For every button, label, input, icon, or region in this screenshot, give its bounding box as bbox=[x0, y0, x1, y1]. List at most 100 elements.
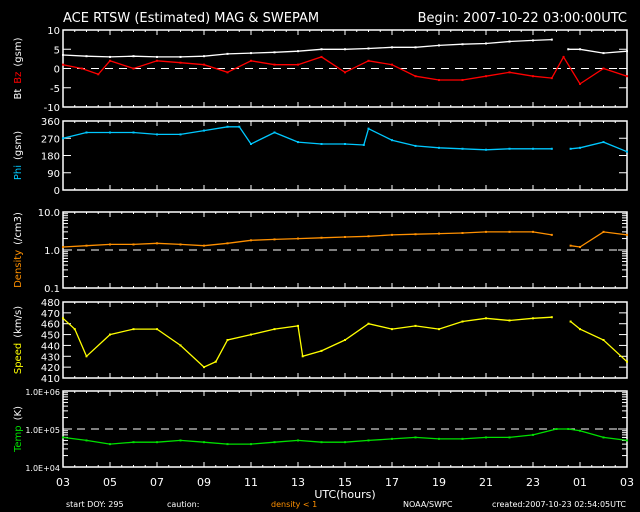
data-point-temp bbox=[579, 429, 581, 432]
y-tick-label: 5 bbox=[54, 45, 60, 56]
data-point-speed bbox=[579, 328, 581, 331]
data-point-temp bbox=[132, 441, 135, 444]
series-line-bz bbox=[62, 55, 628, 85]
x-tick-label: 19 bbox=[432, 476, 446, 489]
data-point-temp bbox=[297, 439, 299, 442]
data-point-temp bbox=[109, 443, 111, 446]
data-point-bt bbox=[414, 46, 417, 49]
data-point-speed bbox=[179, 344, 182, 347]
data-point-density bbox=[508, 230, 511, 233]
data-point-phi bbox=[626, 150, 628, 153]
data-point-phi bbox=[297, 141, 299, 144]
data-point-speed bbox=[85, 355, 88, 358]
data-point-density bbox=[550, 233, 553, 236]
data-point-phi bbox=[532, 147, 534, 150]
data-point-bt bbox=[391, 46, 393, 49]
data-point-phi bbox=[579, 146, 581, 149]
y-tick-label: 10.0 bbox=[38, 208, 60, 219]
data-point-phi bbox=[344, 143, 346, 145]
data-point-temp bbox=[532, 433, 534, 436]
org-label: NOAA/SWPC bbox=[403, 500, 453, 509]
y-tick-label: 1.0E+05 bbox=[25, 426, 60, 435]
data-point-speed bbox=[203, 366, 205, 369]
data-point-bz bbox=[156, 59, 158, 62]
y-tick-label: 270 bbox=[41, 134, 60, 145]
data-point-bz bbox=[367, 59, 370, 62]
chart-title: ACE RTSW (Estimated) MAG & SWEPAM bbox=[63, 11, 319, 26]
y-tick-label: 410 bbox=[41, 374, 60, 385]
density-caution: density < 1 bbox=[271, 500, 317, 509]
y-tick-label: 460 bbox=[41, 320, 60, 331]
data-point-density bbox=[438, 232, 440, 235]
y-tick-label: 480 bbox=[41, 298, 60, 309]
panel-temp: 1.0E+06 1.0E+05 1.0E+04 Temp (K) bbox=[13, 388, 628, 473]
y-tick-label: 420 bbox=[41, 363, 60, 374]
y-label-part: Bz bbox=[13, 72, 24, 84]
data-point-temp bbox=[320, 441, 323, 444]
y-tick-label: -5 bbox=[50, 84, 60, 95]
x-tick-label: 17 bbox=[385, 476, 399, 489]
data-point-temp bbox=[226, 443, 229, 446]
data-point-temp bbox=[438, 437, 440, 440]
data-point-bt bbox=[485, 42, 487, 45]
y-label-part: Speed bbox=[13, 343, 24, 374]
x-axis-label: UTC(hours) bbox=[314, 488, 375, 501]
data-point-speed bbox=[626, 360, 628, 363]
y-tick-label: -10 bbox=[44, 103, 60, 114]
data-point-density bbox=[85, 244, 88, 247]
data-point-temp bbox=[273, 441, 276, 444]
data-point-speed bbox=[461, 320, 464, 323]
data-point-bz bbox=[414, 75, 417, 78]
data-point-temp bbox=[626, 439, 628, 442]
data-point-density bbox=[391, 233, 393, 236]
data-point-density bbox=[367, 235, 370, 238]
y-label-part: Temp bbox=[13, 425, 24, 453]
y-label-part: (/cm3) bbox=[13, 212, 24, 245]
data-point-phi bbox=[550, 147, 553, 150]
data-point-speed bbox=[250, 333, 252, 336]
data-point-temp bbox=[391, 437, 393, 440]
data-point-bz bbox=[62, 63, 64, 66]
data-point-bt bbox=[461, 43, 464, 46]
x-tick-label: 23 bbox=[526, 476, 540, 489]
data-point-phi bbox=[179, 133, 182, 136]
x-tick-label: 03 bbox=[620, 476, 634, 489]
data-point-bt bbox=[579, 48, 581, 51]
data-point-bt bbox=[179, 55, 182, 58]
data-point-phi bbox=[273, 131, 276, 134]
data-point-speed bbox=[297, 324, 299, 327]
y-tick-label: 10 bbox=[47, 26, 60, 37]
data-point-temp bbox=[156, 441, 158, 444]
data-point-phi bbox=[367, 127, 370, 130]
data-point-density bbox=[344, 235, 346, 238]
data-point-temp bbox=[203, 441, 205, 444]
data-point-bt bbox=[550, 38, 553, 41]
data-point-speed bbox=[73, 328, 76, 331]
data-point-bz bbox=[132, 67, 135, 70]
data-point-speed bbox=[62, 317, 64, 320]
data-point-temp bbox=[461, 437, 464, 440]
y-tick-label: 1.0E+04 bbox=[25, 464, 60, 473]
data-point-speed bbox=[569, 320, 572, 323]
data-point-bz bbox=[562, 55, 565, 58]
y-tick-label: 1.0E+06 bbox=[25, 388, 60, 397]
y-tick-label: 180 bbox=[41, 152, 60, 163]
data-point-density bbox=[226, 242, 229, 245]
data-point-speed bbox=[438, 328, 440, 331]
y-label-part: (km/s) bbox=[13, 306, 24, 338]
y-label-part: (gsm) bbox=[13, 37, 24, 66]
data-point-temp bbox=[85, 439, 88, 442]
x-axis: 03 05 07 09 11 13 15 17 19 21 23 01 03 bbox=[56, 476, 634, 489]
data-point-speed bbox=[414, 324, 417, 327]
y-axis-label: Density (/cm3) bbox=[13, 212, 24, 288]
data-point-bt bbox=[250, 52, 252, 55]
data-point-density bbox=[602, 230, 605, 233]
data-point-phi bbox=[250, 143, 252, 145]
data-point-temp bbox=[367, 439, 370, 442]
data-point-speed bbox=[602, 339, 605, 341]
x-tick-label: 03 bbox=[56, 476, 70, 489]
y-tick-label: 360 bbox=[41, 117, 60, 128]
data-point-bz bbox=[226, 71, 229, 74]
